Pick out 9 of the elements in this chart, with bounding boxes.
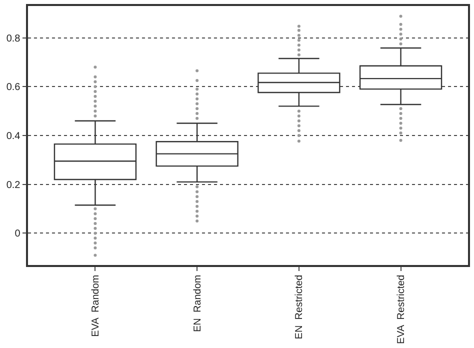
y-tick-label: 0 <box>14 228 21 240</box>
x-tick-label: EN Random <box>192 274 204 332</box>
y-tick-label: 0.4 <box>6 131 21 142</box>
x-tick-label: EVA Random <box>90 274 102 337</box>
x-tick-label: EVA Restricted <box>396 274 408 344</box>
y-tick-label: 0.6 <box>6 82 21 94</box>
y-tick-label: 0.2 <box>6 180 21 191</box>
x-tick-label: EN Restricted <box>294 274 306 340</box>
y-tick-label: 0.8 <box>6 33 21 44</box>
